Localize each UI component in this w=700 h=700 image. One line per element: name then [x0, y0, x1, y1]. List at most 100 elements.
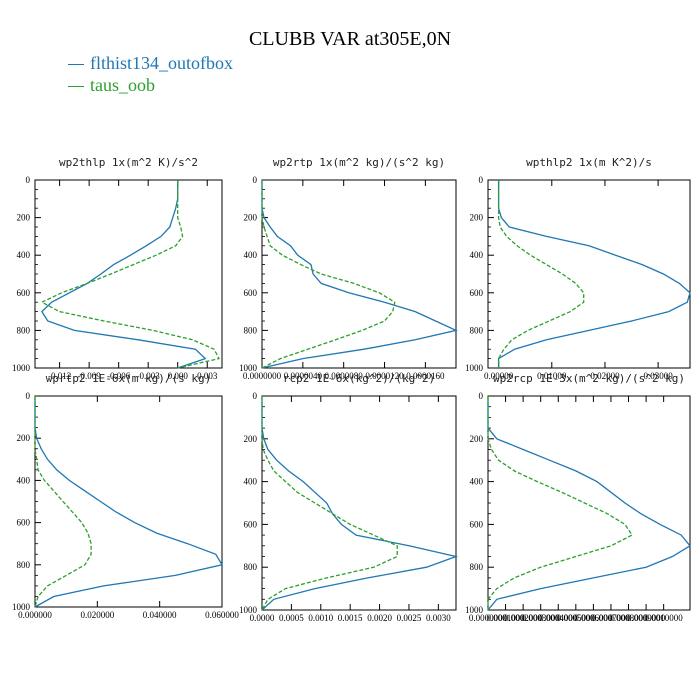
- y-tick-label: 0: [26, 391, 31, 401]
- y-tick-label: 800: [470, 325, 484, 335]
- series-line-taus-oob: [261, 396, 398, 611]
- y-tick-label: 200: [244, 434, 258, 444]
- x-tick-label: 0.0000040: [284, 371, 323, 381]
- y-tick-label: 1000: [239, 363, 258, 373]
- x-tick-label: 0.0010: [308, 613, 333, 623]
- x-tick-label: 0.03000: [643, 371, 673, 381]
- y-tick-label: 600: [17, 288, 31, 298]
- series-line-taus-oob: [261, 180, 396, 369]
- x-tick-label: 0.003: [197, 371, 218, 381]
- y-tick-label: 200: [17, 433, 31, 443]
- x-tick-label: 0.0000: [250, 613, 275, 623]
- x-tick-label: 0.0007000: [592, 613, 631, 623]
- y-tick-label: 0: [253, 175, 258, 185]
- subplot-title: rcp2 1E-6x(kg^2)/(kg^2): [283, 372, 435, 385]
- subplot-title: wprtp2 1E-6x(m kg)/(s kg): [46, 372, 212, 385]
- y-tick-label: 800: [244, 562, 258, 572]
- x-tick-label: -0.012: [48, 371, 71, 381]
- legend-line-solid: [68, 64, 84, 66]
- x-tick-label: 0.0006000: [574, 613, 613, 623]
- plot-frame: [34, 179, 223, 369]
- x-tick-label: -0.009: [78, 371, 102, 381]
- x-tick-label: 0.0004000: [539, 613, 578, 623]
- x-tick-label: 0.0025: [397, 613, 422, 623]
- x-tick-label: 0.0003000: [522, 613, 561, 623]
- x-tick-label: -0.006: [107, 371, 131, 381]
- y-tick-label: 800: [17, 560, 31, 570]
- series-line-flthist134: [497, 180, 691, 368]
- y-tick-label: 200: [470, 434, 484, 444]
- y-tick-label: 800: [470, 562, 484, 572]
- y-tick-label: 200: [17, 213, 31, 223]
- x-tick-label: 0.0005000: [557, 613, 596, 623]
- subplot-title: wp2thlp 1x(m^2 K)/s^2: [59, 156, 198, 169]
- legend-item-flthist134: flthist134_outofbox: [68, 52, 233, 74]
- y-tick-label: 200: [470, 213, 484, 223]
- subplot-title: wpthlp2 1x(m K^2)/s: [526, 156, 652, 169]
- y-tick-label: 600: [244, 288, 258, 298]
- y-tick-label: 0: [253, 391, 258, 401]
- subplot-title: wp2rcp 1E-3x(m^2 kg)/(s^2 kg): [493, 372, 685, 385]
- y-tick-label: 1000: [465, 605, 484, 615]
- series-line-taus-oob: [40, 180, 220, 369]
- x-tick-label: 0.0000000: [243, 371, 282, 381]
- x-tick-label: 0.020000: [80, 610, 114, 620]
- x-tick-label: 0.0010000: [645, 613, 684, 623]
- series-line-flthist134: [34, 396, 224, 608]
- y-tick-label: 800: [244, 325, 258, 335]
- figure-title: CLUBB VAR at305E,0N: [248, 28, 452, 50]
- x-tick-label: 0.0030: [426, 613, 451, 623]
- x-tick-label: 0.0000160: [406, 371, 445, 381]
- legend-label: flthist134_outofbox: [90, 53, 233, 73]
- y-tick-label: 400: [244, 250, 258, 260]
- y-tick-label: 0: [26, 175, 31, 185]
- x-tick-label: -0.003: [137, 371, 161, 381]
- plot-frame: [487, 395, 691, 611]
- y-tick-label: 600: [244, 519, 258, 529]
- y-tick-label: 200: [244, 213, 258, 223]
- x-tick-label: 0.0001000: [486, 613, 525, 623]
- x-tick-label: 0.000000: [18, 610, 52, 620]
- plot-frame: [487, 179, 691, 369]
- y-tick-label: 1000: [239, 605, 258, 615]
- series-line-flthist134: [487, 396, 691, 611]
- y-tick-label: 1000: [12, 363, 31, 373]
- y-tick-label: 400: [470, 477, 484, 487]
- x-tick-label: 0.0005: [279, 613, 304, 623]
- x-tick-label: 0.0009000: [627, 613, 666, 623]
- x-tick-label: 0.0008000: [609, 613, 648, 623]
- x-tick-label: 0.0000080: [325, 371, 364, 381]
- x-tick-label: 0.02000: [590, 371, 620, 381]
- series-line-taus-oob: [497, 180, 585, 368]
- y-tick-label: 400: [17, 250, 31, 260]
- series-line-taus-oob: [487, 396, 633, 610]
- y-tick-label: 800: [17, 325, 31, 335]
- y-tick-label: 1000: [12, 602, 31, 612]
- legend-item-taus-oob: taus_oob: [68, 74, 233, 96]
- legend: flthist134_outofbox taus_oob: [68, 52, 233, 96]
- y-tick-label: 400: [470, 250, 484, 260]
- y-tick-label: 600: [17, 518, 31, 528]
- series-line-flthist134: [41, 180, 207, 369]
- y-tick-label: 600: [470, 519, 484, 529]
- series-line-taus-oob: [34, 396, 92, 608]
- plot-frame: [261, 395, 457, 611]
- x-tick-label: 0.0015: [338, 613, 363, 623]
- x-tick-label: 0.0020: [367, 613, 392, 623]
- plot-frame: [261, 179, 457, 369]
- legend-label: taus_oob: [90, 75, 155, 95]
- x-tick-label: 0.00000: [484, 371, 514, 381]
- legend-line-dashed: [68, 86, 84, 88]
- x-tick-label: 0.0000000: [469, 613, 508, 623]
- series-line-flthist134: [261, 180, 459, 369]
- y-tick-label: 400: [244, 477, 258, 487]
- x-tick-label: 0.0002000: [504, 613, 543, 623]
- series-line-flthist134: [261, 396, 459, 611]
- x-tick-label: 0.000: [168, 371, 189, 381]
- x-tick-label: 0.040000: [143, 610, 177, 620]
- y-tick-label: 400: [17, 475, 31, 485]
- subplot-title: wp2rtp 1x(m^2 kg)/(s^2 kg): [273, 156, 445, 169]
- x-tick-label: 0.01000: [537, 371, 567, 381]
- y-tick-label: 600: [470, 288, 484, 298]
